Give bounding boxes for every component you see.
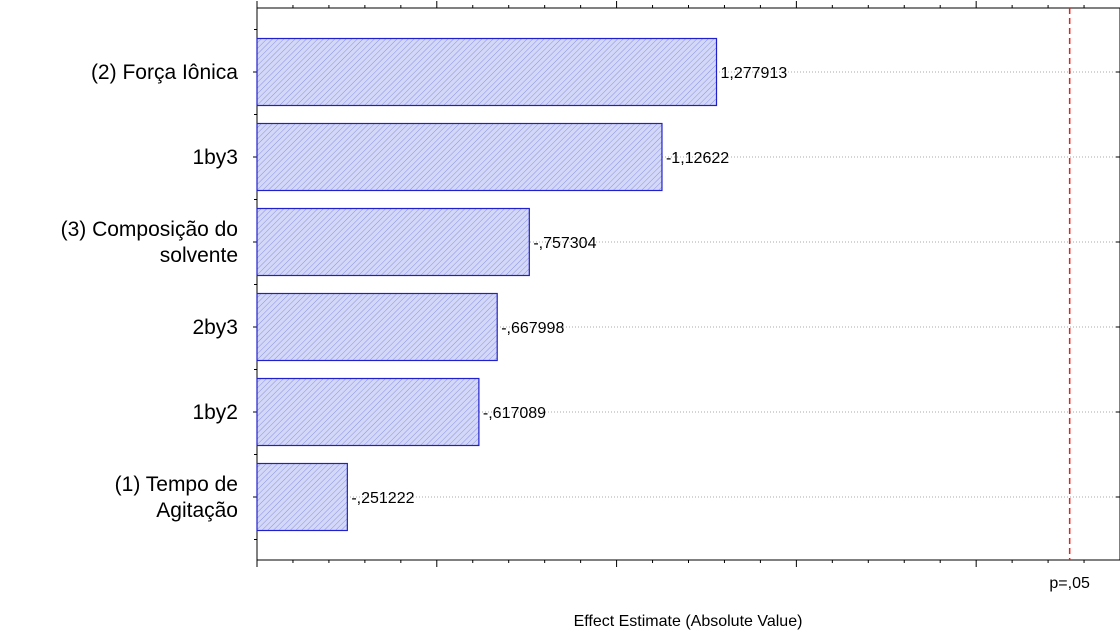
value-label: -,667998 (501, 320, 564, 337)
bar (256, 122, 663, 192)
category-label: Agitação (156, 499, 238, 522)
plot-area (253, 1, 1120, 567)
value-label: -,757304 (533, 235, 596, 252)
bar (256, 462, 348, 532)
value-label: 1,277913 (721, 65, 788, 82)
bars (256, 37, 718, 532)
category-label: 2by3 (192, 316, 238, 339)
value-labels: 1,277913 -1,12622 -,757304 -,667998 -,617089… (351, 65, 787, 507)
category-label: solvente (160, 244, 238, 267)
category-label: 1by3 (192, 146, 238, 169)
category-label: 1by2 (192, 401, 238, 424)
value-label: -1,12622 (666, 150, 729, 167)
reference-line-group: p=,05 (1049, 8, 1090, 592)
bar (256, 207, 530, 277)
value-label: -,617089 (483, 405, 546, 422)
reference-line-label: p=,05 (1049, 575, 1090, 592)
category-label: (2) Força Iônica (91, 61, 238, 84)
value-label: -,251222 (351, 490, 414, 507)
category-label: (3) Composição do (61, 218, 238, 241)
category-label: (1) Tempo de (115, 473, 238, 496)
bar (256, 377, 480, 447)
category-labels: (2) Força Iônica 1by3 (3) Composição do sol… (61, 61, 239, 522)
bar (256, 292, 498, 362)
x-axis-title: Effect Estimate (Absolute Value) (574, 613, 803, 630)
bar (256, 37, 718, 107)
